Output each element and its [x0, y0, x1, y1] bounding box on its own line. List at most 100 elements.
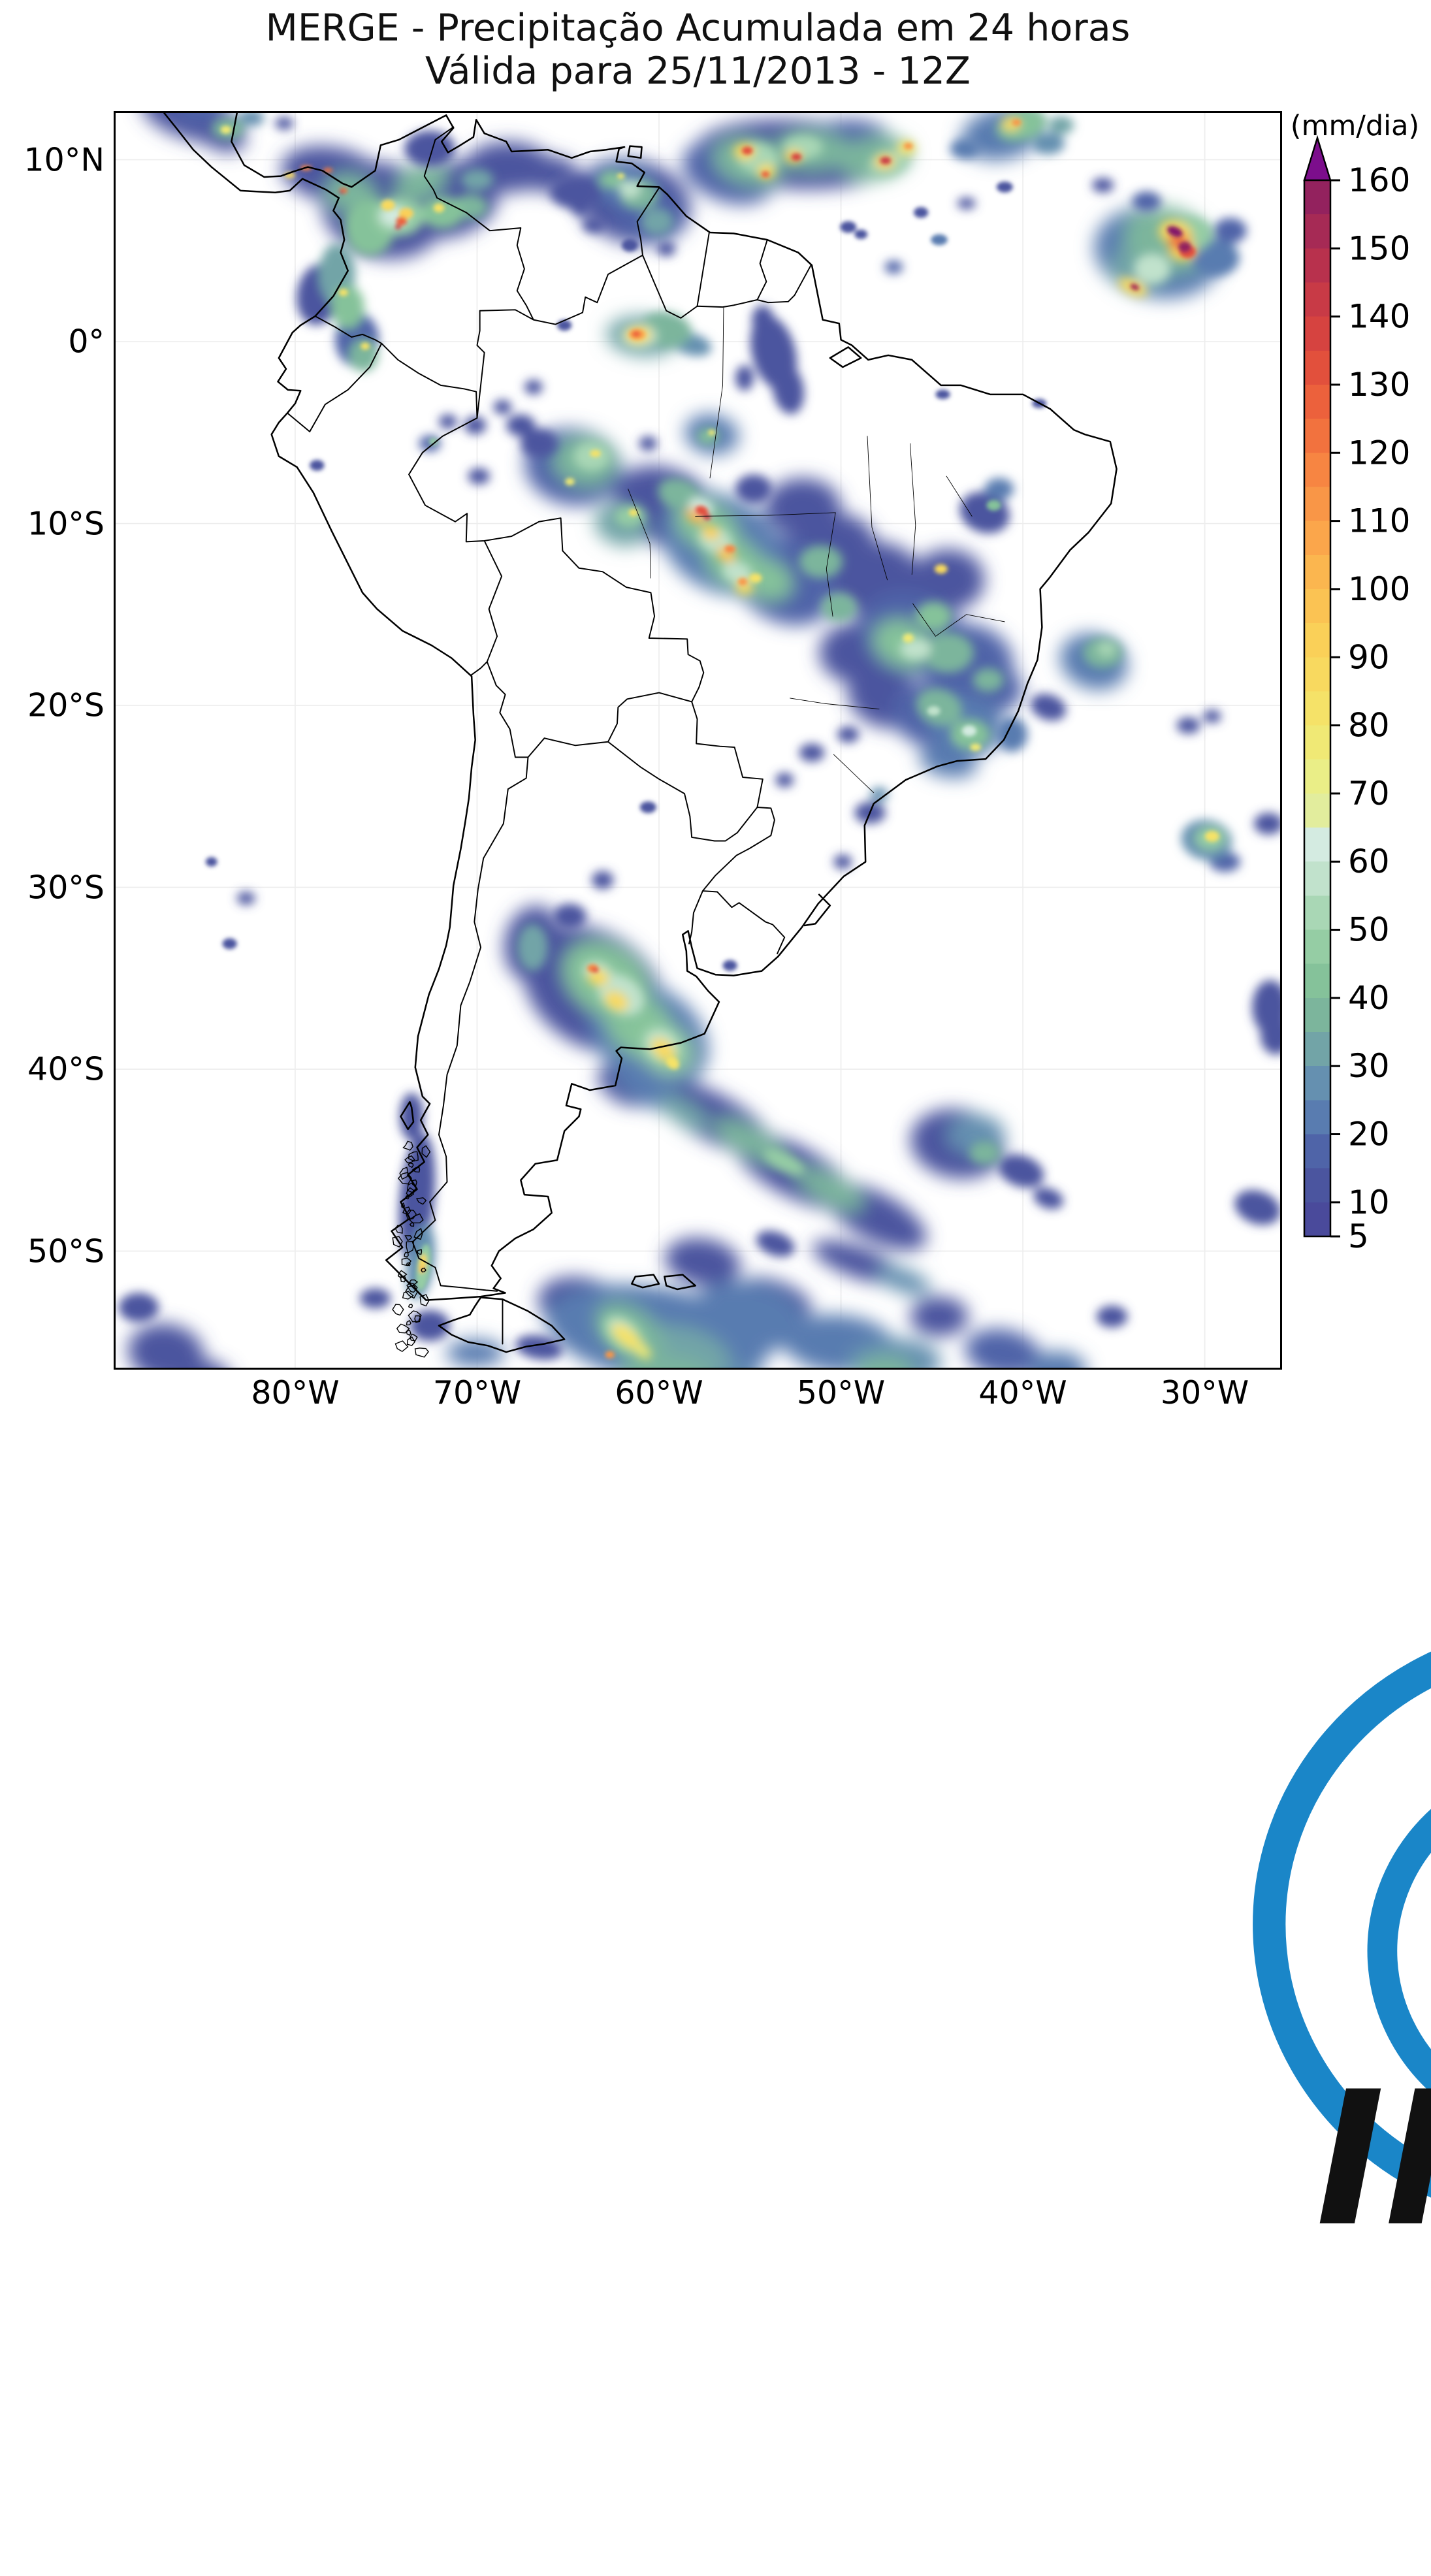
precipitation-cell	[1091, 178, 1114, 193]
precipitation-cell	[521, 428, 558, 459]
fjord-islet	[396, 1323, 410, 1334]
precipitation-cell	[910, 1296, 969, 1337]
precipitation-cell	[724, 545, 736, 553]
fjord-islet	[397, 1172, 412, 1185]
colorbar-tick-label-60: 60	[1348, 843, 1390, 880]
precipitation-cell	[524, 379, 543, 394]
precipitation-cell	[856, 1355, 913, 1368]
precipitation-cell	[583, 217, 605, 233]
precipitation-cell	[400, 1093, 424, 1140]
colorbar-tick-label-110: 110	[1348, 502, 1410, 540]
colorbar-tick-label-90: 90	[1348, 638, 1390, 676]
colorbar-tick-label-5: 5	[1348, 1217, 1369, 1255]
precipitation-cell	[970, 743, 982, 751]
precipitation-cell	[338, 289, 348, 297]
precipitation-cell	[651, 1038, 676, 1063]
fjord-islet	[406, 1319, 411, 1326]
colorbar-tick-label-70: 70	[1348, 775, 1390, 813]
fjord-islet	[399, 1167, 409, 1180]
fjord-islet	[421, 1145, 431, 1158]
precipitation-cell	[1033, 1187, 1063, 1210]
fjord-islet	[408, 1151, 419, 1162]
precipitation-cell	[612, 1323, 641, 1349]
precipitation-cell	[748, 573, 762, 583]
precipitation-cell	[722, 959, 737, 971]
precipitation-cell	[1252, 980, 1280, 1035]
fjord-islet	[414, 1315, 421, 1323]
fjord-islet	[414, 1347, 429, 1358]
fjord-islet	[405, 1285, 419, 1299]
precipitation-cell	[796, 1167, 865, 1211]
precipitation-cell	[460, 169, 494, 191]
precipitation-cell	[919, 745, 978, 778]
precipitation-cell	[573, 442, 610, 471]
precipitation-cell	[1130, 283, 1140, 291]
x-tick-label-40°W: 40°W	[978, 1374, 1067, 1411]
precipitation-cell	[428, 438, 438, 445]
fjord-islet	[417, 1249, 423, 1255]
precipitation-cell	[922, 632, 974, 673]
precipitation-cell	[1253, 813, 1280, 835]
colorbar-tick-label-140: 140	[1348, 298, 1410, 336]
colorbar-tick-label-100: 100	[1348, 570, 1410, 608]
map-frame: INPE	[114, 111, 1431, 2267]
precipitation-cell	[761, 171, 770, 178]
fjord-islet	[419, 1294, 430, 1307]
colorbar-tick-label-30: 30	[1348, 1047, 1390, 1085]
precipitation-cell	[174, 113, 227, 123]
precipitation-cell	[996, 181, 1013, 193]
precipitation-cell	[969, 1141, 1001, 1165]
precipitation-map	[116, 113, 1280, 1368]
fjord-islet	[411, 1167, 421, 1173]
colorbar-tick-label-130: 130	[1348, 366, 1410, 404]
precipitation-cell	[763, 1148, 807, 1176]
precipitation-cell	[394, 161, 448, 205]
precipitation-cell	[571, 202, 590, 216]
precipitation-cell	[820, 592, 858, 622]
precipitation-cell	[238, 113, 265, 127]
precipitation-cell	[619, 1356, 714, 1368]
precipitation-cell	[772, 363, 805, 415]
precipitation-cell	[549, 176, 601, 209]
precipitation-cell	[180, 1360, 225, 1368]
precipitation-cell	[935, 389, 950, 400]
colorbar-ticks: 160 150 140 130 120 110 100 90 80 70 60 50 40 30 20 105	[1330, 161, 1410, 1255]
precipitation-cell	[880, 157, 892, 165]
precipitation-cell	[639, 801, 656, 813]
precipitation-cell	[737, 578, 748, 586]
colorbar-tick-label-40: 40	[1348, 979, 1390, 1017]
x-tick-label-50°W: 50°W	[796, 1374, 886, 1411]
precipitation-cell	[1132, 191, 1161, 212]
precipitation-cell	[1202, 709, 1221, 723]
colorbar-tick-label-160: 160	[1348, 161, 1410, 199]
precipitation-cell	[468, 468, 490, 485]
precipitation-cell	[666, 1056, 679, 1070]
precipitation-cell	[1214, 217, 1247, 244]
precipitation-cell	[900, 637, 931, 660]
patagonia-fjords-coastline	[392, 1140, 431, 1358]
precipitation-cell	[695, 506, 709, 516]
precipitation-cell	[903, 634, 914, 643]
fjord-islet	[406, 1187, 414, 1197]
precipitation-cell	[349, 338, 378, 372]
precipitation-cell	[421, 196, 464, 229]
y-tick-label-10°S: 10°S	[27, 505, 105, 542]
precipitation-cell	[1204, 831, 1219, 842]
precipitation-cell	[870, 787, 889, 802]
precipitation-cell	[236, 892, 255, 905]
y-tick-label-10°N: 10°N	[24, 141, 105, 178]
precipitation-cell	[664, 1238, 741, 1287]
precipitation-cell	[641, 208, 674, 236]
precipitation-cell	[752, 305, 774, 334]
precipitation-cell	[617, 173, 625, 179]
precipitation-cell	[735, 474, 772, 504]
precipitation-cell	[310, 460, 325, 471]
precipitation-cell	[658, 1095, 711, 1131]
precipitation-cell	[657, 241, 676, 257]
precipitation-cell	[884, 260, 903, 274]
precipitation-cell	[632, 330, 641, 338]
precipitation-cell	[1096, 1306, 1128, 1328]
precipitation-cell	[614, 505, 646, 528]
precipitation-cell	[916, 688, 963, 726]
fjord-islet	[404, 1155, 415, 1164]
